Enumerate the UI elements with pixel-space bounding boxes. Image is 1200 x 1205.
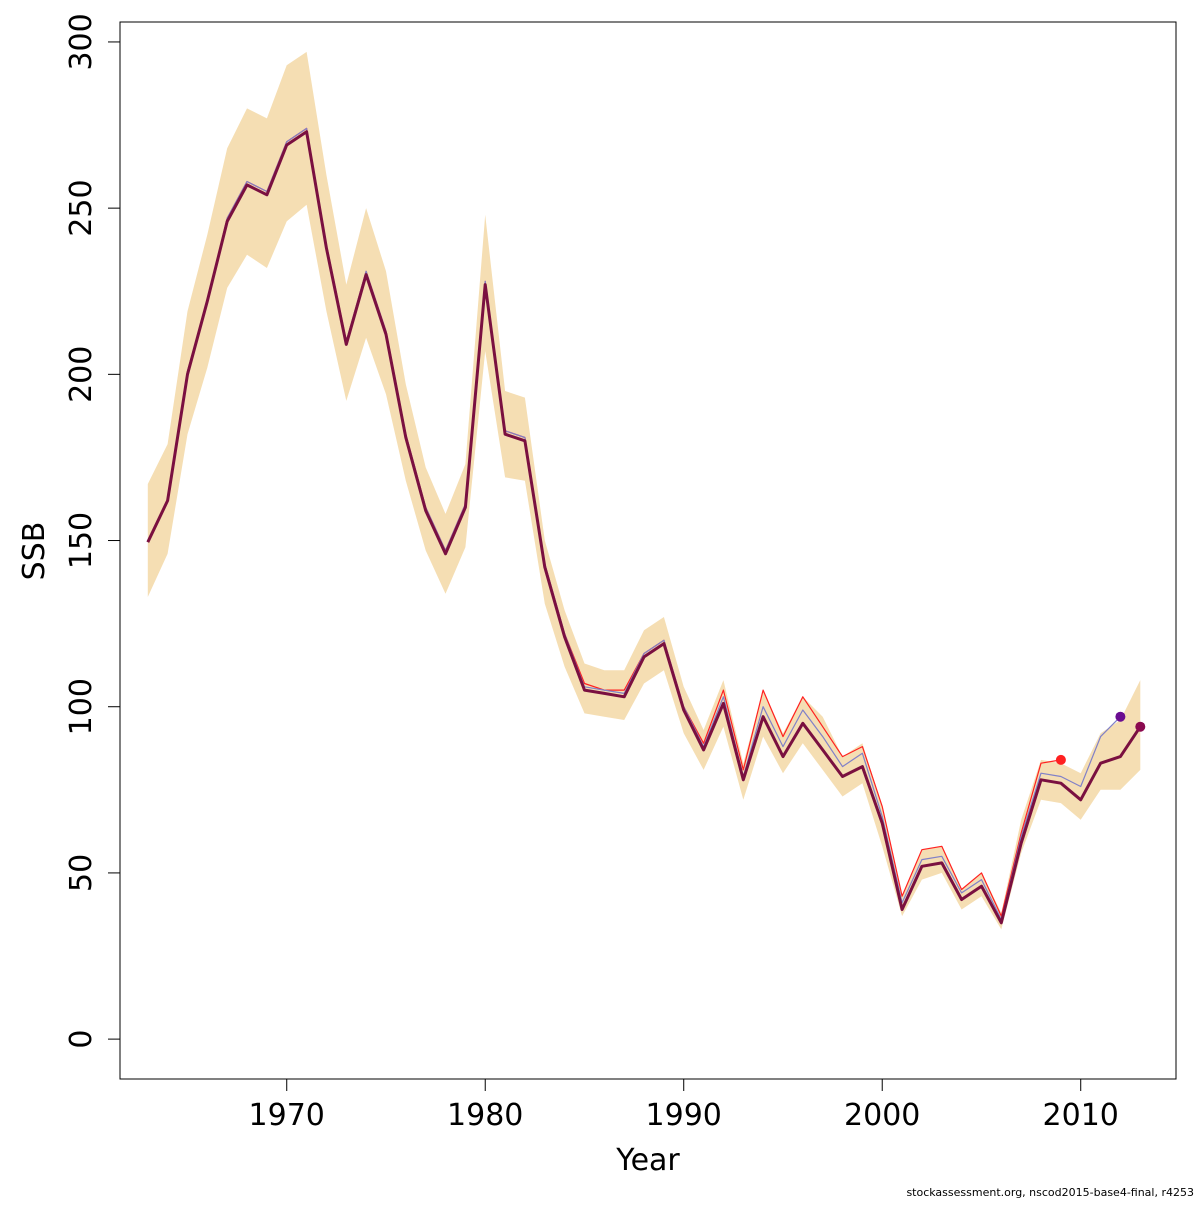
series-end-point-1 (1055, 754, 1066, 765)
series-end-point-3 (1135, 721, 1146, 732)
series-end-point-2 (1115, 711, 1126, 722)
series-line-2 (147, 127, 1121, 921)
y-tick-label-300: 300 (64, 13, 99, 70)
y-tick-label-0: 0 (64, 1030, 99, 1049)
series-line-3 (146, 130, 1142, 925)
x-tick-label-1980: 1980 (447, 1098, 523, 1133)
x-tick-label-1990: 1990 (646, 1098, 722, 1133)
y-tick-label-150: 150 (64, 512, 99, 569)
confidence-band-layer (147, 51, 1141, 930)
y-tick-label-250: 250 (64, 179, 99, 236)
y-tick-label-100: 100 (64, 678, 99, 735)
plot-frame (119, 21, 1177, 1080)
y-tick-label-200: 200 (64, 346, 99, 403)
footer-note: stockassessment.org, nscod2015-base4-fin… (906, 1186, 1194, 1199)
x-axis: 1970 1980 1990 2000 2010 (249, 1079, 1119, 1133)
x-tick-label-1970: 1970 (249, 1098, 325, 1133)
series-line-1 (147, 127, 1061, 917)
confidence-band (147, 51, 1141, 930)
x-tick-label-2000: 2000 (844, 1098, 920, 1133)
x-tick-label-2010: 2010 (1043, 1098, 1119, 1133)
y-tick-label-50: 50 (64, 854, 99, 892)
y-axis-label: SSB (17, 522, 52, 581)
series-layer (146, 127, 1142, 925)
y-axis: 0 50 100 150 200 250 300 (64, 13, 120, 1049)
x-axis-label: Year (615, 1143, 680, 1178)
end-marker-layer (1055, 711, 1146, 765)
